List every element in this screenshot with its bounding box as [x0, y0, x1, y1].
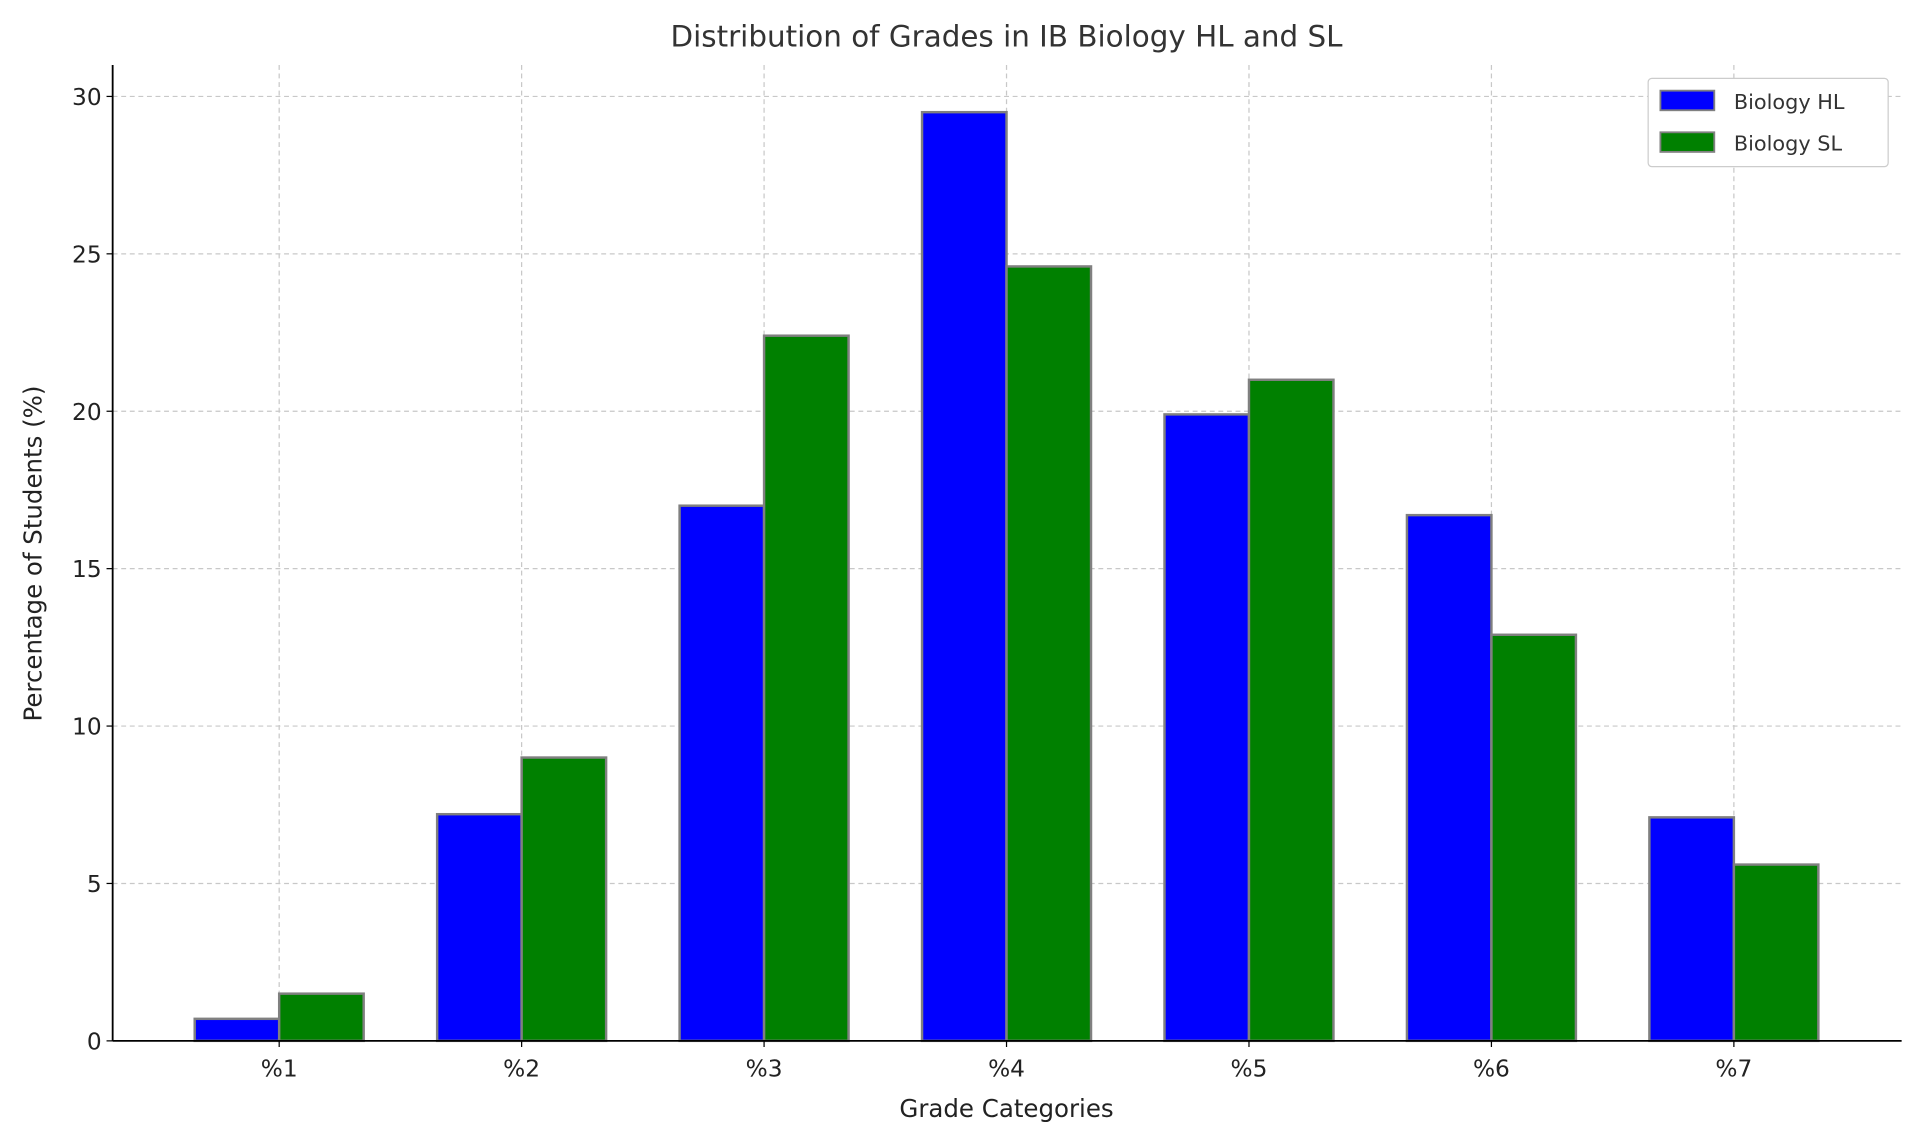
y-tick-label: 10 — [72, 714, 102, 741]
bar-hl — [678, 504, 766, 1043]
bar-sl — [1005, 265, 1093, 1043]
bar-hl — [1405, 513, 1493, 1043]
y-tick-label: 25 — [72, 241, 102, 268]
bar-hl — [1163, 413, 1251, 1043]
bar-hl — [193, 1017, 281, 1043]
bar-sl — [1247, 378, 1335, 1043]
x-tick-label: %4 — [988, 1055, 1025, 1082]
bar-hl — [435, 812, 523, 1043]
x-tick-label: %5 — [1231, 1055, 1268, 1082]
legend-swatch-sl — [1659, 131, 1716, 153]
x-tick-label: %1 — [261, 1055, 298, 1082]
x-tick-label: %2 — [503, 1055, 540, 1082]
legend-label-hl: Biology HL — [1734, 90, 1845, 114]
bar-hl — [1648, 816, 1736, 1043]
x-tick-label: %6 — [1473, 1055, 1510, 1082]
y-tick-label: 15 — [72, 556, 102, 583]
chart-title: Distribution of Grades in IB Biology HL … — [671, 20, 1344, 54]
legend-label-sl: Biology SL — [1734, 132, 1843, 156]
x-tick-label: %7 — [1715, 1055, 1752, 1082]
bar-sl — [1732, 863, 1820, 1043]
y-axis-label: Percentage of Students (%) — [19, 386, 48, 722]
bars — [193, 110, 1820, 1043]
bar-sl — [277, 992, 365, 1043]
y-tick-label: 20 — [72, 399, 102, 426]
bar-hl — [920, 110, 1008, 1043]
legend-swatch-hl — [1659, 89, 1716, 112]
y-tick-label: 5 — [87, 871, 102, 898]
bar-sl — [762, 334, 850, 1043]
x-axis-label: Grade Categories — [899, 1094, 1113, 1123]
y-tick-label: 30 — [72, 84, 102, 111]
y-tick-label: 0 — [87, 1028, 102, 1055]
legend: Biology HL Biology SL — [1647, 77, 1889, 168]
bar-sl — [520, 756, 608, 1043]
axes: 0 5 10 15 20 25 30 %1 %2 %3 %4 %5 %6 %7 — [72, 64, 1902, 1082]
bar-sl — [1490, 633, 1578, 1043]
x-tick-label: %3 — [746, 1055, 783, 1082]
